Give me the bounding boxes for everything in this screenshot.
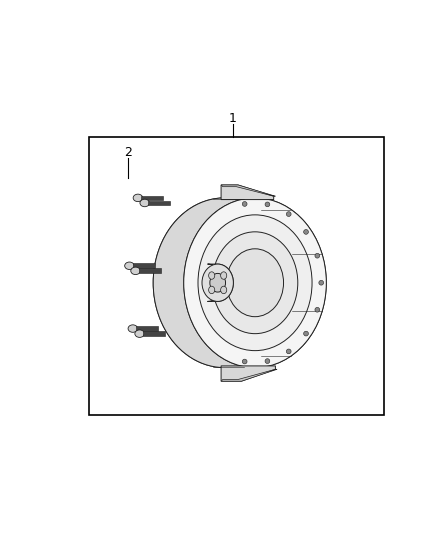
Polygon shape: [153, 198, 255, 368]
Polygon shape: [133, 263, 155, 268]
Polygon shape: [143, 332, 165, 336]
Ellipse shape: [198, 215, 312, 351]
Circle shape: [286, 349, 291, 354]
Ellipse shape: [208, 272, 215, 279]
Polygon shape: [208, 264, 233, 302]
Ellipse shape: [212, 232, 298, 334]
Polygon shape: [139, 269, 161, 273]
Ellipse shape: [128, 325, 138, 332]
Circle shape: [315, 253, 320, 258]
Circle shape: [242, 359, 247, 364]
Ellipse shape: [133, 194, 143, 201]
Polygon shape: [221, 369, 277, 381]
Ellipse shape: [208, 286, 215, 294]
Ellipse shape: [210, 273, 226, 292]
Polygon shape: [136, 326, 158, 331]
Circle shape: [315, 308, 320, 312]
Circle shape: [242, 201, 247, 206]
Polygon shape: [221, 185, 276, 196]
Ellipse shape: [153, 198, 296, 368]
Circle shape: [265, 359, 270, 364]
Ellipse shape: [135, 330, 145, 337]
Text: 1: 1: [229, 111, 237, 125]
Ellipse shape: [226, 249, 283, 317]
Ellipse shape: [184, 198, 326, 368]
Circle shape: [265, 202, 270, 207]
Polygon shape: [224, 198, 326, 368]
Polygon shape: [221, 185, 274, 199]
Ellipse shape: [131, 267, 140, 274]
Ellipse shape: [202, 264, 233, 302]
Circle shape: [286, 212, 291, 216]
Ellipse shape: [221, 272, 227, 279]
Polygon shape: [221, 366, 276, 381]
Ellipse shape: [125, 262, 134, 270]
Circle shape: [319, 280, 324, 285]
Circle shape: [304, 331, 308, 336]
Polygon shape: [148, 200, 170, 205]
Bar: [88, 137, 384, 415]
Ellipse shape: [221, 286, 227, 294]
Circle shape: [304, 230, 308, 235]
Text: 2: 2: [124, 146, 132, 158]
Polygon shape: [141, 196, 163, 200]
Ellipse shape: [140, 199, 149, 207]
